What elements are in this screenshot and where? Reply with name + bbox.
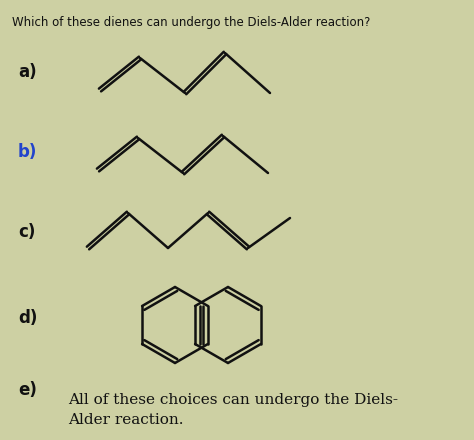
Text: d): d) (18, 309, 37, 327)
Text: c): c) (18, 223, 36, 241)
Text: All of these choices can undergo the Diels-
Alder reaction.: All of these choices can undergo the Die… (68, 393, 398, 426)
Text: Which of these dienes can undergo the Diels-Alder reaction?: Which of these dienes can undergo the Di… (12, 16, 370, 29)
Text: b): b) (18, 143, 37, 161)
Text: e): e) (18, 381, 37, 399)
Text: a): a) (18, 63, 36, 81)
